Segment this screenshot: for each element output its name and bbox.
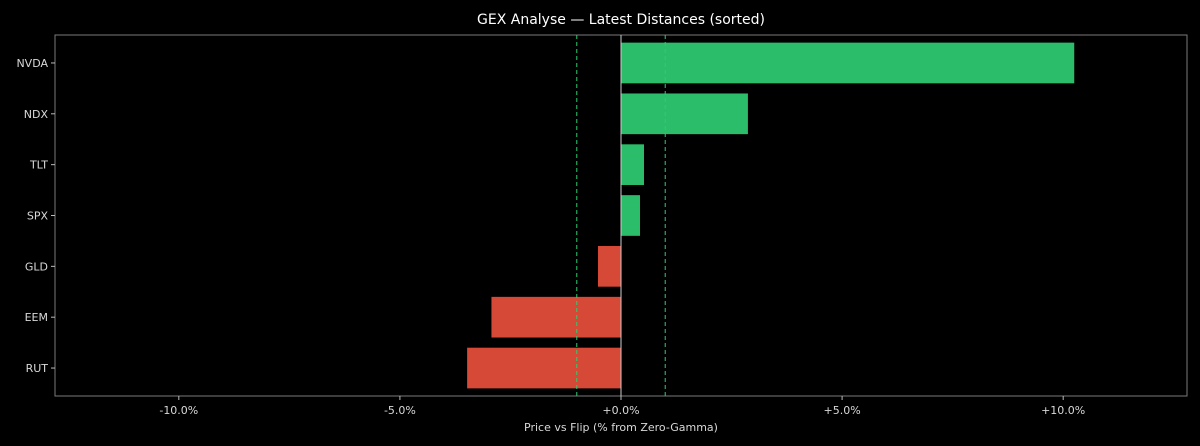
y-tick-label: NVDA <box>16 57 48 70</box>
y-tick-label: GLD <box>25 260 48 273</box>
chart-title: GEX Analyse — Latest Distances (sorted) <box>477 12 765 28</box>
bar-eem <box>491 296 621 338</box>
y-tick-label: SPX <box>27 210 49 223</box>
reference-lines <box>576 35 666 396</box>
x-axis-label: Price vs Flip (% from Zero-Gamma) <box>524 421 718 434</box>
bar-tlt <box>621 144 644 185</box>
bar-gld <box>598 246 621 287</box>
bar-spx <box>621 195 641 236</box>
y-axis-ticks: NVDA NDX TLT SPX GLD EEM RUT <box>16 57 55 375</box>
y-tick-label: EEM <box>25 311 48 324</box>
x-tick-label: -10.0% <box>159 404 198 417</box>
y-tick-label: NDX <box>24 108 49 121</box>
bar-nvda <box>621 42 1075 84</box>
x-tick-label: +10.0% <box>1041 404 1085 417</box>
bar-rut <box>467 347 621 389</box>
x-tick-label: -5.0% <box>384 404 416 417</box>
y-tick-label: RUT <box>26 362 49 375</box>
y-tick-label: TLT <box>29 159 48 172</box>
x-tick-label: +0.0% <box>602 404 639 417</box>
bars-group <box>467 42 1075 389</box>
x-tick-label: +5.0% <box>824 404 861 417</box>
bar-ndx <box>621 93 748 135</box>
x-axis-ticks: -10.0% -5.0% +0.0% +5.0% +10.0% <box>159 396 1085 417</box>
